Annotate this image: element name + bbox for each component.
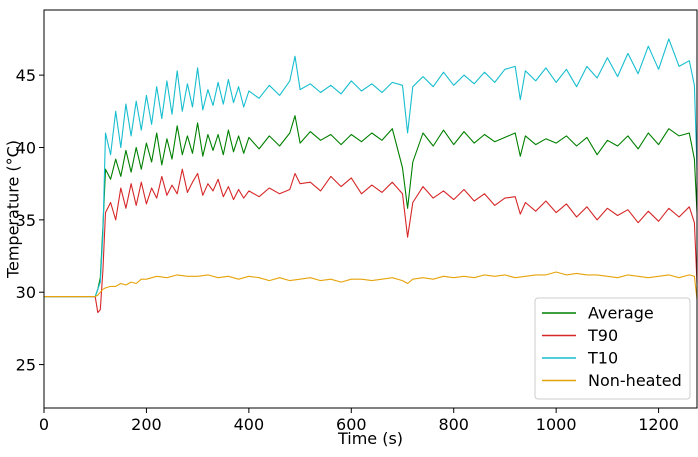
x-axis: 0 200 400 600 800 1000 1200 bbox=[39, 408, 679, 434]
legend-label: T10 bbox=[587, 349, 618, 368]
x-tick-label: 0 bbox=[39, 415, 49, 434]
y-tick-label: 40 bbox=[16, 138, 36, 157]
x-tick-label: 200 bbox=[131, 415, 162, 434]
series-line-t90 bbox=[44, 168, 698, 314]
y-tick-label: 35 bbox=[16, 211, 36, 230]
plot-frame bbox=[43, 9, 698, 409]
x-tick-label: 600 bbox=[336, 415, 367, 434]
x-tick-label: 1200 bbox=[638, 415, 679, 434]
y-tick-label: 45 bbox=[16, 66, 36, 85]
series-line-non-heated bbox=[44, 271, 698, 300]
series-lines bbox=[44, 38, 698, 314]
x-tick-label: 800 bbox=[438, 415, 469, 434]
y-axis: 25 30 35 40 45 bbox=[16, 66, 44, 375]
y-tick-label: 30 bbox=[16, 283, 36, 302]
legend-box bbox=[534, 297, 691, 400]
x-axis-label: Time (s) bbox=[337, 429, 403, 448]
legend-label: Average bbox=[588, 304, 654, 323]
x-tick-label: 400 bbox=[234, 415, 265, 434]
series-line-t10 bbox=[44, 38, 698, 298]
legend-label: T90 bbox=[587, 326, 618, 345]
legend: Average T90 T10 Non-heated bbox=[534, 297, 691, 400]
y-axis-label: Temperature (°C) bbox=[4, 140, 23, 279]
y-tick-label: 25 bbox=[16, 356, 36, 375]
x-tick-label: 1000 bbox=[536, 415, 577, 434]
legend-label: Non-heated bbox=[588, 371, 682, 390]
series-line-average bbox=[44, 115, 698, 298]
